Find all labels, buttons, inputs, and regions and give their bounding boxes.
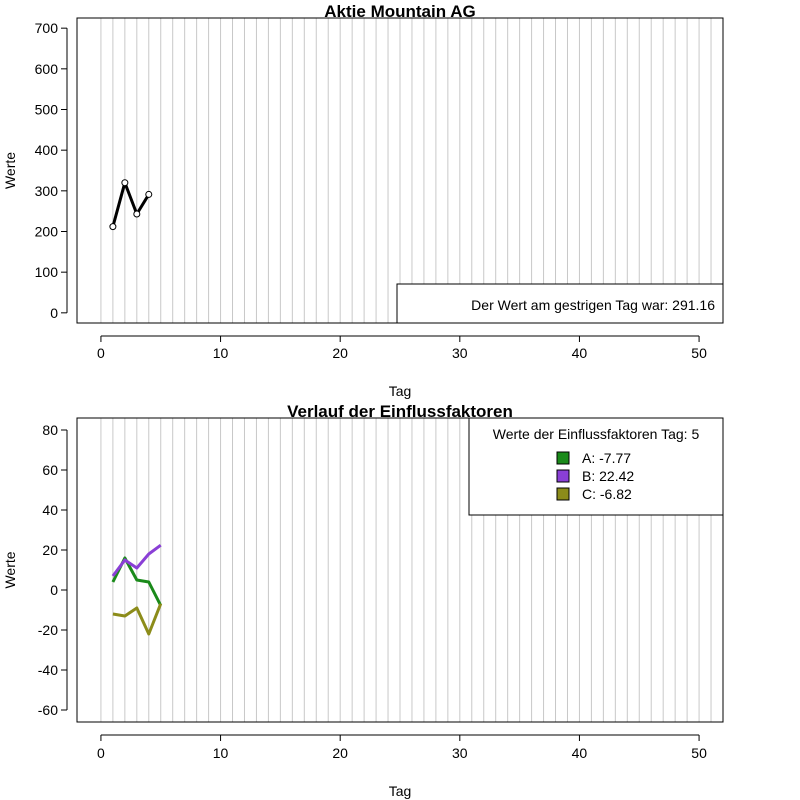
x-tick-label: 0 (97, 745, 105, 761)
y-tick-label: 80 (42, 422, 58, 438)
legend: Werte der Einflussfaktoren Tag: 5 A: -7.7… (468, 417, 724, 516)
x-tick-label: 50 (691, 345, 707, 361)
legend-swatch (556, 487, 570, 501)
legend-entry: A: -7.77 (582, 450, 631, 466)
x-tick-label: 30 (452, 345, 468, 361)
legend-entry: B: 22.42 (582, 468, 634, 484)
x-tick-label: 20 (332, 345, 348, 361)
y-tick-label: 200 (35, 224, 59, 240)
series-3 (112, 603, 163, 636)
y-tick-label: -20 (38, 622, 58, 638)
series-2 (111, 543, 162, 577)
x-tick-label: 10 (213, 345, 229, 361)
y-axis-label: Werte (2, 152, 18, 189)
x-axis-label: Tag (389, 383, 412, 399)
plot-frame (76, 417, 724, 723)
x-tick-label: 40 (572, 745, 588, 761)
y-tick-label: 20 (42, 542, 58, 558)
y-tick-label: 700 (35, 20, 59, 36)
legend-swatch (556, 469, 570, 483)
y-tick-label: 60 (42, 462, 58, 478)
x-axis-label: Tag (389, 783, 412, 799)
x-tick-label: 20 (332, 745, 348, 761)
y-tick-label: 100 (35, 264, 59, 280)
y-tick-label: 40 (42, 502, 58, 518)
y-tick-label: -40 (38, 662, 58, 678)
x-tick-label: 40 (572, 345, 588, 361)
data-point (109, 223, 117, 231)
data-point (133, 210, 141, 218)
chart-title: Verlauf der Einflussfaktoren (287, 402, 513, 421)
y-tick-label: -60 (38, 702, 58, 718)
x-tick-label: 0 (97, 345, 105, 361)
data-point (121, 179, 129, 187)
y-axis: 0 100 200 300 400 500 600 700 (35, 20, 68, 321)
y-tick-label: 300 (35, 183, 59, 199)
legend-title: Werte der Einflussfaktoren Tag: 5 (493, 426, 700, 442)
legend-entry: C: -6.82 (582, 486, 632, 502)
chart-panel-2: 0 10 20 30 40 50 -60 -40 -20 0 20 40 60 80 Verlauf der… (2, 402, 724, 799)
y-tick-label: 0 (50, 582, 58, 598)
annotation-text: Der Wert am gestrigen Tag war: 291.16 (471, 297, 715, 313)
annotation-box (396, 283, 724, 324)
series-line (111, 181, 151, 228)
x-axis: 0 10 20 30 40 50 (97, 335, 707, 361)
y-tick-label: 600 (35, 61, 59, 77)
series-line (112, 603, 163, 636)
x-axis: 0 10 20 30 40 50 (97, 734, 707, 761)
series-line (111, 543, 162, 577)
data-point (145, 190, 153, 198)
legend-box (468, 417, 724, 516)
y-axis-label: Werte (2, 551, 18, 588)
legend-swatch (556, 451, 570, 465)
y-tick-label: 400 (35, 142, 59, 158)
x-tick-label: 10 (213, 745, 229, 761)
x-tick-label: 30 (452, 745, 468, 761)
grid-lines (100, 18, 724, 323)
y-tick-label: 0 (50, 305, 58, 321)
y-axis: -60 -40 -20 0 20 40 60 80 (38, 422, 68, 718)
grid-lines (100, 418, 724, 722)
chart-title: Aktie Mountain AG (324, 2, 475, 21)
x-tick-label: 50 (691, 745, 707, 761)
y-tick-label: 500 (35, 102, 59, 118)
series-1 (109, 179, 153, 231)
